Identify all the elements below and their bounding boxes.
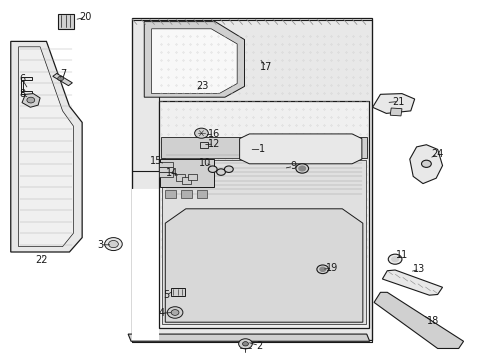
- Polygon shape: [372, 94, 414, 113]
- Text: 8: 8: [19, 89, 25, 99]
- Circle shape: [208, 166, 217, 172]
- Text: 16: 16: [207, 129, 220, 139]
- Polygon shape: [165, 209, 362, 322]
- Polygon shape: [373, 292, 463, 348]
- Polygon shape: [171, 288, 184, 296]
- Circle shape: [197, 257, 205, 263]
- Text: 23: 23: [196, 81, 209, 91]
- Bar: [187, 174, 196, 180]
- Text: 18: 18: [426, 316, 438, 326]
- Circle shape: [167, 307, 183, 318]
- Polygon shape: [20, 77, 23, 94]
- Polygon shape: [382, 270, 442, 295]
- Text: 10: 10: [199, 158, 211, 168]
- Polygon shape: [162, 160, 365, 324]
- Bar: [182, 177, 190, 184]
- Circle shape: [421, 160, 430, 167]
- Polygon shape: [58, 14, 74, 29]
- Circle shape: [298, 166, 305, 171]
- Circle shape: [238, 339, 252, 349]
- Polygon shape: [132, 189, 159, 340]
- Text: 7: 7: [61, 69, 66, 79]
- Text: 13: 13: [412, 264, 425, 274]
- Polygon shape: [160, 159, 214, 187]
- Polygon shape: [128, 334, 369, 341]
- Text: 20: 20: [79, 12, 92, 22]
- Text: 9: 9: [290, 161, 296, 171]
- Polygon shape: [20, 77, 32, 80]
- Circle shape: [216, 169, 225, 175]
- Text: 1: 1: [258, 144, 264, 154]
- Polygon shape: [132, 18, 371, 340]
- Text: 14: 14: [165, 168, 178, 178]
- Text: 2: 2: [256, 341, 262, 351]
- Text: 5: 5: [163, 290, 169, 300]
- Circle shape: [387, 254, 401, 264]
- Bar: [181, 190, 191, 198]
- Circle shape: [295, 164, 308, 173]
- Text: 17: 17: [260, 62, 272, 72]
- Polygon shape: [19, 47, 73, 247]
- Polygon shape: [20, 91, 32, 94]
- Polygon shape: [159, 101, 368, 328]
- Text: 24: 24: [430, 149, 443, 159]
- Polygon shape: [409, 145, 442, 184]
- Text: 22: 22: [35, 255, 48, 265]
- Text: 12: 12: [207, 139, 220, 149]
- Circle shape: [319, 267, 325, 271]
- Polygon shape: [389, 108, 401, 116]
- Bar: [165, 190, 176, 198]
- Circle shape: [391, 257, 398, 262]
- Polygon shape: [144, 22, 244, 97]
- Polygon shape: [151, 29, 237, 94]
- Text: 11: 11: [395, 250, 407, 260]
- Polygon shape: [22, 94, 40, 107]
- Polygon shape: [11, 41, 82, 252]
- Text: 19: 19: [325, 263, 338, 273]
- Circle shape: [316, 265, 328, 274]
- Polygon shape: [161, 137, 366, 158]
- Circle shape: [108, 240, 118, 248]
- Bar: [159, 172, 172, 177]
- Bar: [176, 174, 184, 181]
- Text: 4: 4: [158, 308, 164, 318]
- Bar: [159, 162, 172, 167]
- Circle shape: [242, 342, 248, 346]
- Text: 3: 3: [97, 240, 103, 250]
- Text: 6: 6: [19, 74, 25, 84]
- Circle shape: [194, 128, 208, 138]
- Circle shape: [224, 166, 233, 172]
- Text: 15: 15: [150, 156, 163, 166]
- Polygon shape: [199, 142, 207, 148]
- Circle shape: [104, 238, 122, 251]
- Bar: [196, 190, 207, 198]
- Circle shape: [27, 97, 35, 103]
- Text: 21: 21: [391, 96, 404, 107]
- Polygon shape: [239, 134, 361, 164]
- Circle shape: [171, 310, 179, 315]
- Polygon shape: [53, 73, 72, 86]
- Bar: [159, 167, 172, 172]
- Circle shape: [58, 76, 63, 81]
- Polygon shape: [198, 256, 213, 270]
